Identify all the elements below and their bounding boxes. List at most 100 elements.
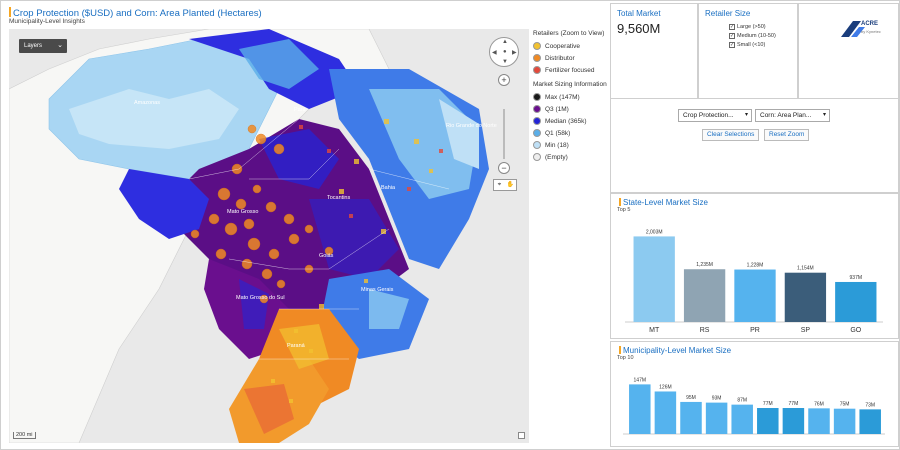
- legend-sizing-item[interactable]: Q1 (58k): [533, 127, 607, 139]
- legend-retailer-item[interactable]: Cooperative: [533, 40, 607, 52]
- data-label: 95M: [686, 395, 696, 401]
- data-label: 937M: [850, 275, 863, 281]
- legend-retailer-item[interactable]: Fertilizer focused: [533, 64, 607, 76]
- checkbox[interactable]: ✓: [729, 32, 735, 39]
- pan-hand-icon[interactable]: ✋: [506, 182, 515, 188]
- category-tick-label: RS: [700, 327, 710, 334]
- category-tick-label: SP: [801, 327, 811, 334]
- legend-sizing-item[interactable]: Q3 (1M): [533, 103, 607, 115]
- legend-retailer-label: Distributor: [545, 54, 575, 62]
- retailer-size-option[interactable]: ✓ Medium (10-50): [729, 31, 776, 40]
- checkbox[interactable]: ✓: [729, 23, 735, 30]
- retailer-size-option[interactable]: ✓ Small (<10): [729, 40, 776, 49]
- lasso-icon[interactable]: ⌖: [497, 182, 502, 188]
- checkbox-label: Medium (10-50): [737, 32, 776, 39]
- data-label: 77M: [763, 401, 773, 407]
- data-label: 75M: [840, 402, 850, 408]
- legend-retailer-label: Cooperative: [545, 42, 581, 50]
- map-tools: ⌖ ✋: [493, 179, 517, 191]
- legend-swatch-icon: [533, 129, 541, 137]
- retailer-size-option[interactable]: ✓ Large (>50): [729, 22, 776, 31]
- checkbox[interactable]: ✓: [729, 41, 735, 48]
- place-label: Rio Grande do Norte: [446, 123, 497, 129]
- bar[interactable]: [705, 402, 728, 434]
- layers-dropdown[interactable]: Layers ⌄: [19, 39, 67, 53]
- bar[interactable]: [633, 236, 675, 322]
- legend-swatch-icon: [533, 54, 541, 62]
- bar[interactable]: [782, 408, 805, 434]
- category-tick-label: PR: [750, 327, 760, 334]
- bar[interactable]: [683, 269, 726, 322]
- retailer-size-filter: ✓ Large (>50) ✓ Medium (10-50) ✓ Small (<10): [729, 22, 776, 49]
- map-legend: Retailers (Zoom to View) Cooperative Dist…: [533, 29, 607, 163]
- state-chart-panel: State-Level Market Size Top 5 2,003M MT 1,…: [610, 193, 899, 339]
- center-dot-icon[interactable]: ●: [503, 49, 507, 55]
- bar[interactable]: [757, 408, 779, 434]
- legend-sizing-header: Market Sizing Information: [533, 81, 607, 88]
- bar[interactable]: [629, 384, 651, 434]
- measure-dropdown[interactable]: Crop Protection... ▾: [678, 109, 752, 122]
- legend-swatch-icon: [533, 141, 541, 149]
- legend-swatch-icon: [533, 105, 541, 113]
- map-canvas[interactable]: Amazonas Pará Mato Grosso Mato Grosso do…: [9, 29, 529, 443]
- map-panel: Crop Protection ($USD) and Corn: Area Pl…: [5, 5, 607, 447]
- map-graphic[interactable]: Amazonas Pará Mato Grosso Mato Grosso do…: [9, 29, 529, 443]
- pan-control[interactable]: ▲ ◀ ▶ ▼ ●: [489, 37, 519, 67]
- category-tick-label: GO: [850, 327, 861, 334]
- logo-panel: ACRE by Kynetec: [798, 3, 899, 99]
- bar[interactable]: [833, 408, 856, 434]
- expand-icon[interactable]: [518, 432, 525, 439]
- legend-sizing-label: (Empty): [545, 153, 568, 161]
- pan-left-icon[interactable]: ◀: [492, 50, 497, 56]
- legend-retailers-header: Retailers (Zoom to View): [533, 30, 605, 37]
- legend-retailer-item[interactable]: Distributor: [533, 52, 607, 64]
- zoom-slider[interactable]: [503, 109, 505, 159]
- legend-sizing-item[interactable]: Median (365k): [533, 115, 607, 127]
- data-label: 147M: [634, 377, 647, 383]
- pan-right-icon[interactable]: ▶: [512, 50, 517, 56]
- state-chart-title: State-Level Market Size: [619, 198, 708, 207]
- checkbox-label: Large (>50): [737, 23, 766, 30]
- municipality-bar-chart[interactable]: 147M 126M 95M 93M 87M 77M 77M 76M 75M 73M: [611, 342, 900, 448]
- pan-up-icon[interactable]: ▲: [502, 39, 508, 45]
- filters-panel: Crop Protection... ▾ Corn: Area Plan... ▾ …: [610, 99, 899, 193]
- data-label: 93M: [712, 396, 722, 402]
- bar[interactable]: [654, 391, 677, 434]
- bar[interactable]: [784, 272, 827, 322]
- pan-down-icon[interactable]: ▼: [502, 59, 508, 65]
- crop-dropdown[interactable]: Corn: Area Plan... ▾: [755, 109, 830, 122]
- total-market-panel: Total Market 9,560M: [610, 3, 698, 99]
- place-label: Mato Grosso do Sul: [236, 295, 285, 301]
- legend-swatch-icon: [533, 42, 541, 50]
- legend-swatch-icon: [533, 66, 541, 74]
- legend-sizing-label: Min (18): [545, 141, 569, 149]
- data-label: 1,228M: [747, 263, 764, 269]
- bar[interactable]: [734, 269, 776, 322]
- place-label: Goiás: [319, 253, 334, 259]
- data-label: 1,235M: [696, 262, 713, 268]
- total-market-value: 9,560M: [617, 21, 661, 36]
- legend-sizing-item[interactable]: Min (18): [533, 139, 607, 151]
- legend-sizing-item[interactable]: Max (147M): [533, 91, 607, 103]
- data-label: 87M: [737, 398, 747, 404]
- data-label: 77M: [789, 401, 799, 407]
- scale-bar: 200 mi: [13, 432, 36, 439]
- checkbox-label: Small (<10): [737, 41, 766, 48]
- bar[interactable]: [808, 408, 830, 434]
- state-chart-subtitle: Top 5: [617, 207, 631, 213]
- zoom-out-button[interactable]: −: [498, 162, 510, 174]
- clear-selections-button[interactable]: Clear Selections: [702, 129, 760, 141]
- bar[interactable]: [859, 409, 881, 434]
- data-label: 1,154M: [797, 266, 814, 272]
- state-bar-chart[interactable]: 2,003M MT 1,235M RS 1,228M PR 1,154M SP 937M GO: [611, 194, 900, 340]
- legend-swatch-icon: [533, 153, 541, 161]
- bar[interactable]: [680, 401, 702, 434]
- place-label: Paraná: [287, 343, 306, 349]
- zoom-in-button[interactable]: +: [498, 74, 510, 86]
- legend-sizing-item[interactable]: (Empty): [533, 151, 607, 163]
- data-label: 76M: [814, 401, 824, 407]
- bar[interactable]: [835, 281, 877, 322]
- reset-zoom-button[interactable]: Reset Zoom: [764, 129, 810, 141]
- bar[interactable]: [731, 404, 753, 434]
